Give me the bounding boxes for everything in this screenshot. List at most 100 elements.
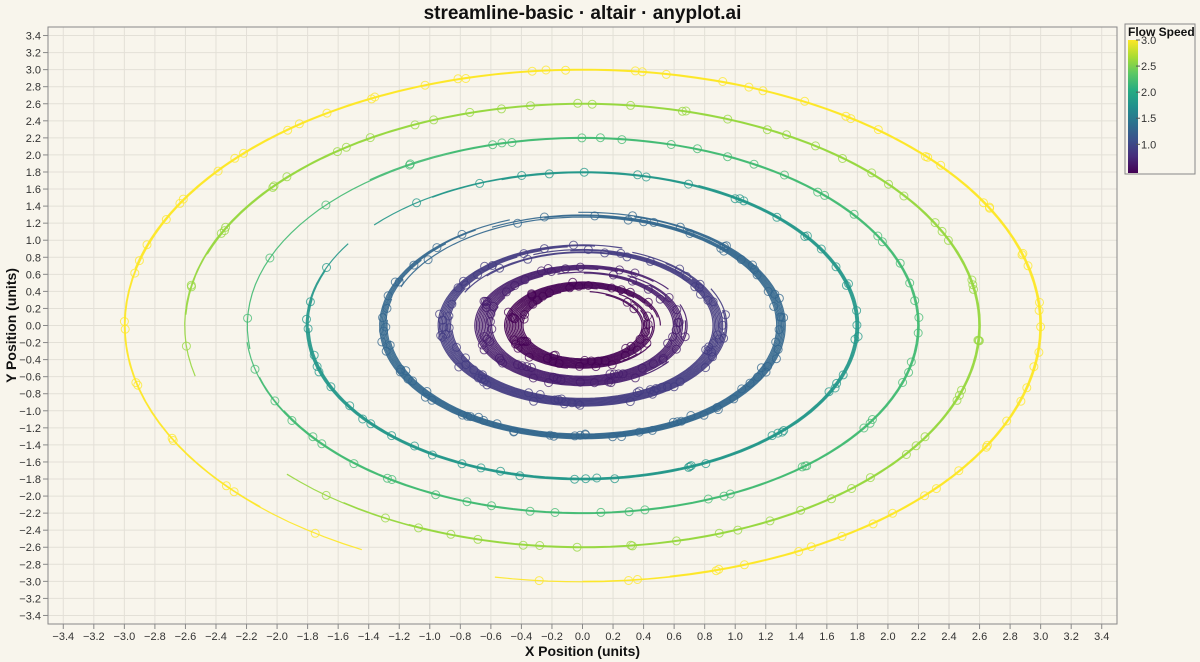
streamline-marker [899,191,909,201]
streamline-marker [509,313,518,323]
streamline-marker [595,133,605,143]
legend-label: 1.5 [1141,113,1156,125]
streamline-markers [119,65,1046,586]
y-tick-label: −1.6 [19,457,41,469]
streamline-marker [745,378,755,388]
streamline-marker [771,337,781,347]
streamline-marker [385,340,395,350]
streamline-marker [608,270,618,280]
streamline-marker [463,411,472,421]
x-tick-label: 0.8 [697,631,712,643]
y-tick-label: −1.2 [19,423,41,435]
streamline-marker [161,215,171,224]
streamline-marker [550,350,560,360]
streamline-marker [133,380,143,390]
streamline-marker [511,339,520,349]
streamline-marker [409,260,419,270]
streamline-marker [643,297,653,307]
x-tick-label: 0.4 [636,631,651,643]
streamline-marker [729,394,739,404]
x-tick-label: 2.0 [880,631,895,643]
streamline-marker [479,345,489,355]
streamline-marker [985,203,995,213]
streamline-marker [684,462,693,472]
streamline-marker [589,378,599,388]
streamline-marker [904,367,914,377]
streamline-marker [699,410,709,420]
streamline-marker [969,284,978,294]
streamline-marker [736,255,746,264]
streamline-marker [658,354,668,363]
streamline-marker [567,398,577,408]
streamline-marker [461,74,471,83]
streamline-marker [475,178,485,188]
legend-labels: 3.0 2.5 2.0 1.5 1.0 [1136,35,1156,151]
streamline-marker [663,338,673,348]
x-tick-label: −0.8 [449,631,471,643]
y-tick-label: 1.8 [26,167,41,179]
streamline [385,215,780,436]
streamline-marker [633,575,642,584]
x-tick-label: 2.2 [911,631,926,643]
streamline-marker [888,508,898,518]
streamline-marker [739,560,749,570]
streamline-marker [507,138,517,147]
y-tick-label: −2.0 [19,491,41,503]
streamline [480,268,683,383]
streamline-marker [844,279,853,289]
streamline-marker [550,508,560,517]
streamline [474,264,670,387]
x-tick-label: 1.2 [758,631,773,643]
color-legend: Flow Speed 3.0 2.5 2.0 1.5 1.0 [1124,23,1196,175]
y-tick-label: 2.2 [26,133,41,145]
x-tick-label: −1.6 [327,631,349,643]
streamline-marker [482,334,492,344]
streamline-marker [841,111,851,121]
streamline-marker [711,566,721,576]
y-tick-label: −3.0 [19,576,41,588]
x-tick-label: 2.4 [941,631,956,643]
streamline-marker [403,374,413,384]
streamline-marker [349,459,359,469]
streamline-marker [762,125,772,135]
streamline-marker [513,218,523,228]
streamline-marker [617,135,627,145]
streamline-marker [859,423,869,433]
y-axis-title: Y Position (units) [3,268,19,383]
streamline-marker [973,335,983,345]
streamline-marker [640,505,650,515]
streamline-marker [478,370,487,380]
streamline-marker [777,427,787,437]
streamline-marker [528,373,538,383]
streamline-marker [675,377,685,387]
streamline-marker [446,529,456,539]
streamline-marker [528,299,538,309]
streamline-marker [769,301,779,311]
streamline-marker [570,474,580,484]
streamline-marker [496,356,506,366]
streamline-marker [773,428,783,438]
streamline-marker [672,305,682,315]
streamline-marker [181,341,191,351]
streamline-marker [529,396,539,406]
streamline-marker [326,382,336,392]
x-tick-label: 1.6 [819,631,834,643]
streamline-marker [622,297,632,307]
streamline-marker [748,260,757,270]
streamline-marker [427,450,437,460]
streamline-marker [664,293,674,302]
streamline-marker [877,237,887,247]
streamline-marker [634,427,644,437]
streamline-marker [624,576,634,585]
streamline-marker [630,268,640,278]
legend-label: 2.5 [1141,61,1156,73]
y-tick-label: 0.6 [26,269,41,281]
streamline-marker [485,337,495,346]
streamline-marker [832,378,842,388]
streamline-marker [580,355,590,365]
y-tick-label: 0.4 [26,286,41,298]
y-tick-label: −1.4 [19,440,41,452]
streamline-marker [220,226,229,236]
streamline-marker [382,473,392,483]
streamline-marker [561,264,570,274]
